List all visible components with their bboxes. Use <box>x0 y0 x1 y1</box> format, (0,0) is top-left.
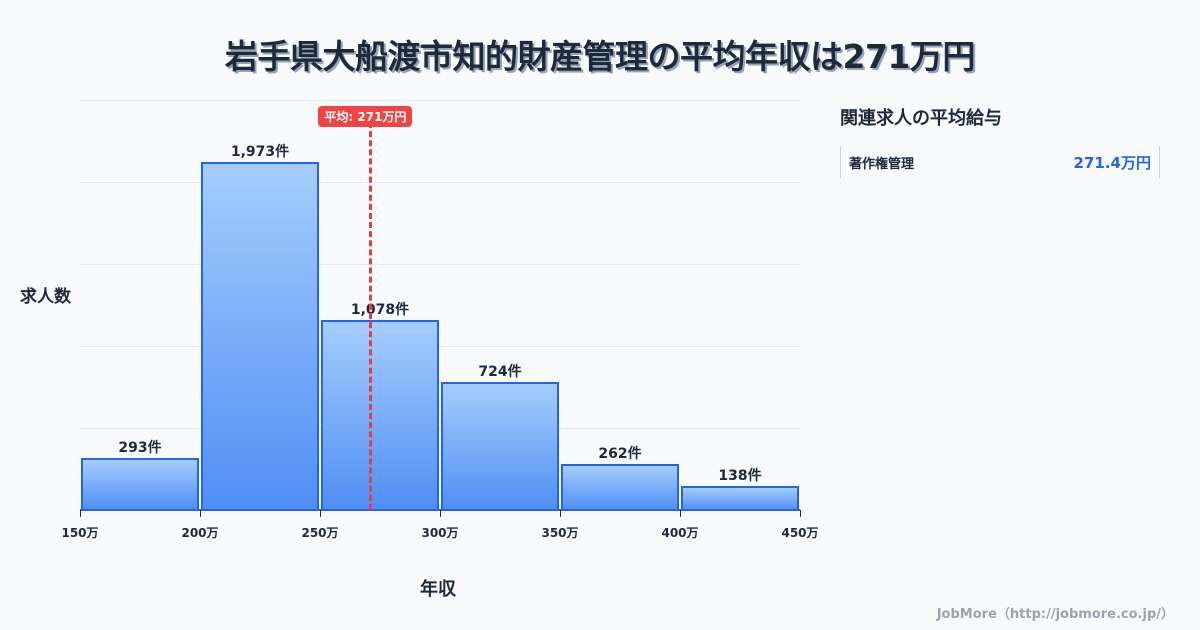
gridline <box>80 346 800 347</box>
histogram-bar <box>81 458 199 510</box>
mean-line <box>369 122 373 510</box>
x-tick <box>440 510 441 517</box>
x-tick-label: 300万 <box>421 526 459 540</box>
related-salary-title: 関連求人の平均給与 <box>840 108 1002 129</box>
x-tick <box>320 510 321 517</box>
footer-credit: JobMore（http://jobmore.co.jp/） <box>936 607 1174 622</box>
bar-value-label: 262件 <box>598 445 642 462</box>
x-tick-label: 450万 <box>781 526 819 540</box>
bar-value-label: 1,078件 <box>350 301 410 318</box>
x-tick <box>560 510 561 517</box>
bar-value-label: 293件 <box>118 440 162 457</box>
histogram-bar <box>561 463 679 510</box>
related-job-name: 著作権管理 <box>849 156 915 172</box>
x-axis-label: 年収 <box>420 579 456 600</box>
x-tick <box>200 510 201 517</box>
x-tick-label: 150万 <box>61 526 99 540</box>
related-job-salary: 271.4万円 <box>1073 153 1151 172</box>
related-job-row[interactable]: 著作権管理 271.4万円 <box>840 146 1160 178</box>
y-axis-label: 求人数 <box>20 287 71 307</box>
x-tick <box>680 510 681 517</box>
histogram-bar <box>321 319 439 510</box>
x-tick-label: 350万 <box>541 526 579 540</box>
x-tick <box>80 510 81 517</box>
histogram-bar <box>441 382 559 510</box>
x-tick-label: 200万 <box>181 526 219 540</box>
x-tick-label: 250万 <box>301 526 339 540</box>
gridline <box>80 182 800 183</box>
page-title: 岩手県大船渡市知的財産管理の平均年収は271万円 <box>225 37 975 76</box>
bar-value-label: 138件 <box>718 467 762 484</box>
gridline <box>80 428 800 429</box>
histogram-plot-area: 293件 1,973件 1,078件 724件 262件 138件 <box>80 100 800 510</box>
bar-value-label: 1,973件 <box>230 144 290 160</box>
bar-value-label: 724件 <box>478 364 522 381</box>
gridline <box>80 264 800 265</box>
histogram-bar <box>201 162 319 510</box>
mean-badge: 平均: 271万円 <box>318 106 413 127</box>
x-tick-label: 400万 <box>661 526 699 540</box>
x-tick <box>800 510 801 517</box>
gridline <box>80 100 800 101</box>
histogram-bar <box>681 485 799 510</box>
